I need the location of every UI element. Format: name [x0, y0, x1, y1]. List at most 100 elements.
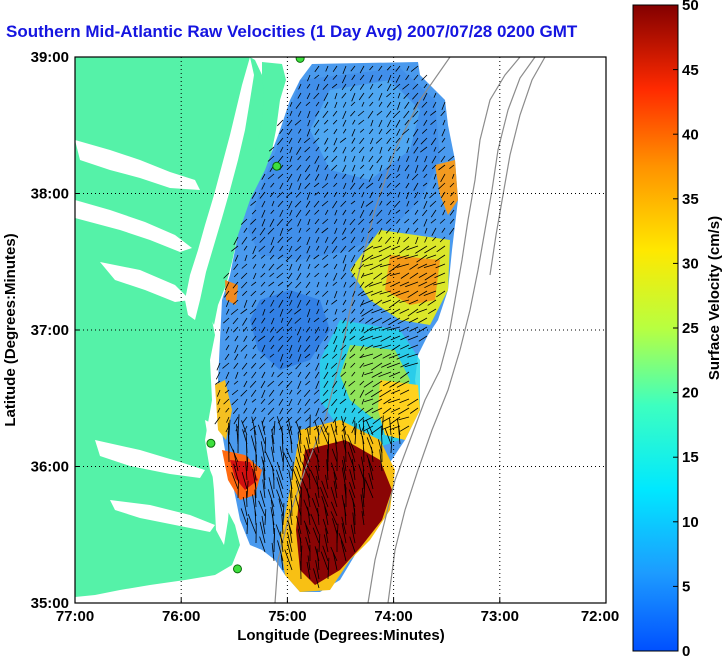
velocity-vector [260, 441, 266, 463]
velocity-vector [351, 425, 356, 434]
velocity-vector [359, 317, 365, 323]
velocity-vector [351, 74, 356, 81]
velocity-vector [315, 407, 320, 417]
velocity-vector [424, 236, 428, 243]
velocity-vector [314, 263, 320, 269]
velocity-vector [288, 290, 293, 299]
velocity-vector [269, 353, 275, 358]
velocity-vector [269, 245, 275, 254]
velocity-vector [234, 344, 239, 354]
velocity-vector [359, 65, 365, 74]
velocity-vector [342, 227, 347, 235]
velocity-vector [240, 389, 248, 397]
velocity-vector [264, 437, 267, 454]
velocity-vector [383, 398, 392, 405]
velocity-vector [306, 92, 311, 100]
velocity-vector [303, 520, 311, 535]
velocity-vector [217, 407, 221, 413]
velocity-vector [246, 443, 248, 463]
velocity-vector [369, 65, 374, 71]
velocity-vector [379, 389, 392, 398]
velocity-vector [262, 308, 266, 316]
velocity-vector [303, 499, 311, 517]
velocity-vector [231, 398, 239, 406]
velocity-vector [372, 380, 383, 388]
velocity-vector [314, 272, 320, 278]
velocity-vector [368, 155, 374, 163]
velocity-vector [400, 272, 410, 279]
velocity-vector [273, 533, 275, 553]
velocity-vector [431, 155, 437, 164]
velocity-vector [386, 191, 392, 197]
velocity-vector [298, 128, 302, 134]
velocity-vector [398, 416, 410, 421]
velocity-vector [277, 281, 284, 287]
velocity-vector [422, 164, 428, 172]
velocity-vector [343, 218, 347, 225]
velocity-vector [331, 83, 338, 89]
velocity-vector [277, 236, 284, 244]
velocity-vector [360, 308, 365, 315]
velocity-vector [400, 344, 410, 350]
velocity-vector [268, 281, 275, 287]
velocity-vector [325, 528, 329, 544]
velocity-vector [351, 371, 356, 377]
velocity-vector [234, 254, 239, 262]
velocity-vector [269, 272, 275, 278]
velocity-vector [418, 317, 428, 324]
velocity-vector [258, 245, 266, 252]
velocity-vector [398, 425, 401, 445]
velocity-vector [319, 486, 329, 508]
velocity-vector [271, 434, 275, 454]
velocity-vector [405, 74, 410, 81]
velocity-vector [368, 281, 383, 287]
velocity-vector [324, 272, 329, 278]
velocity-vector [414, 209, 419, 215]
velocity-vector [214, 416, 221, 425]
velocity-vector [288, 398, 293, 407]
velocity-vector [359, 353, 374, 359]
velocity-vector [287, 326, 293, 332]
velocity-vector [349, 281, 356, 288]
radar-station-marker [232, 564, 242, 574]
velocity-vector [316, 454, 320, 472]
velocity-vector [404, 209, 410, 214]
velocity-vector [423, 290, 437, 296]
velocity-vector [441, 137, 446, 143]
velocity-vector [269, 254, 275, 260]
velocity-vector [262, 467, 266, 490]
velocity-vector [385, 128, 392, 135]
velocity-vector [250, 290, 257, 297]
velocity-vector [313, 200, 320, 208]
velocity-vector [369, 218, 374, 224]
velocity-vector [411, 173, 419, 181]
velocity-vector [365, 407, 374, 414]
colorbar-tick-label: 25 [682, 320, 699, 337]
velocity-vector [279, 182, 284, 190]
velocity-vector [332, 317, 338, 322]
velocity-vector [434, 272, 446, 279]
velocity-vector [333, 480, 338, 499]
velocity-vector [352, 119, 356, 125]
velocity-vector [233, 380, 239, 385]
velocity-vector [340, 272, 347, 280]
velocity-vector [288, 308, 293, 314]
velocity-vector [305, 200, 311, 208]
velocity-vector [296, 326, 302, 336]
velocity-vector [399, 308, 410, 314]
velocity-vector [407, 290, 419, 298]
velocity-vector [342, 65, 347, 75]
velocity-vector [361, 155, 365, 162]
velocity-vector [315, 560, 320, 580]
velocity-vector [371, 398, 383, 405]
velocity-vector [297, 380, 302, 389]
velocity-vector [297, 218, 302, 227]
colorbar-tick-label: 30 [682, 256, 699, 273]
velocity-vector [379, 344, 392, 349]
velocity-vector [313, 389, 320, 395]
velocity-vector [403, 110, 410, 119]
velocity-vector [352, 416, 356, 424]
velocity-vector [378, 371, 392, 378]
velocity-vector [252, 263, 257, 269]
velocity-vector [363, 477, 366, 499]
